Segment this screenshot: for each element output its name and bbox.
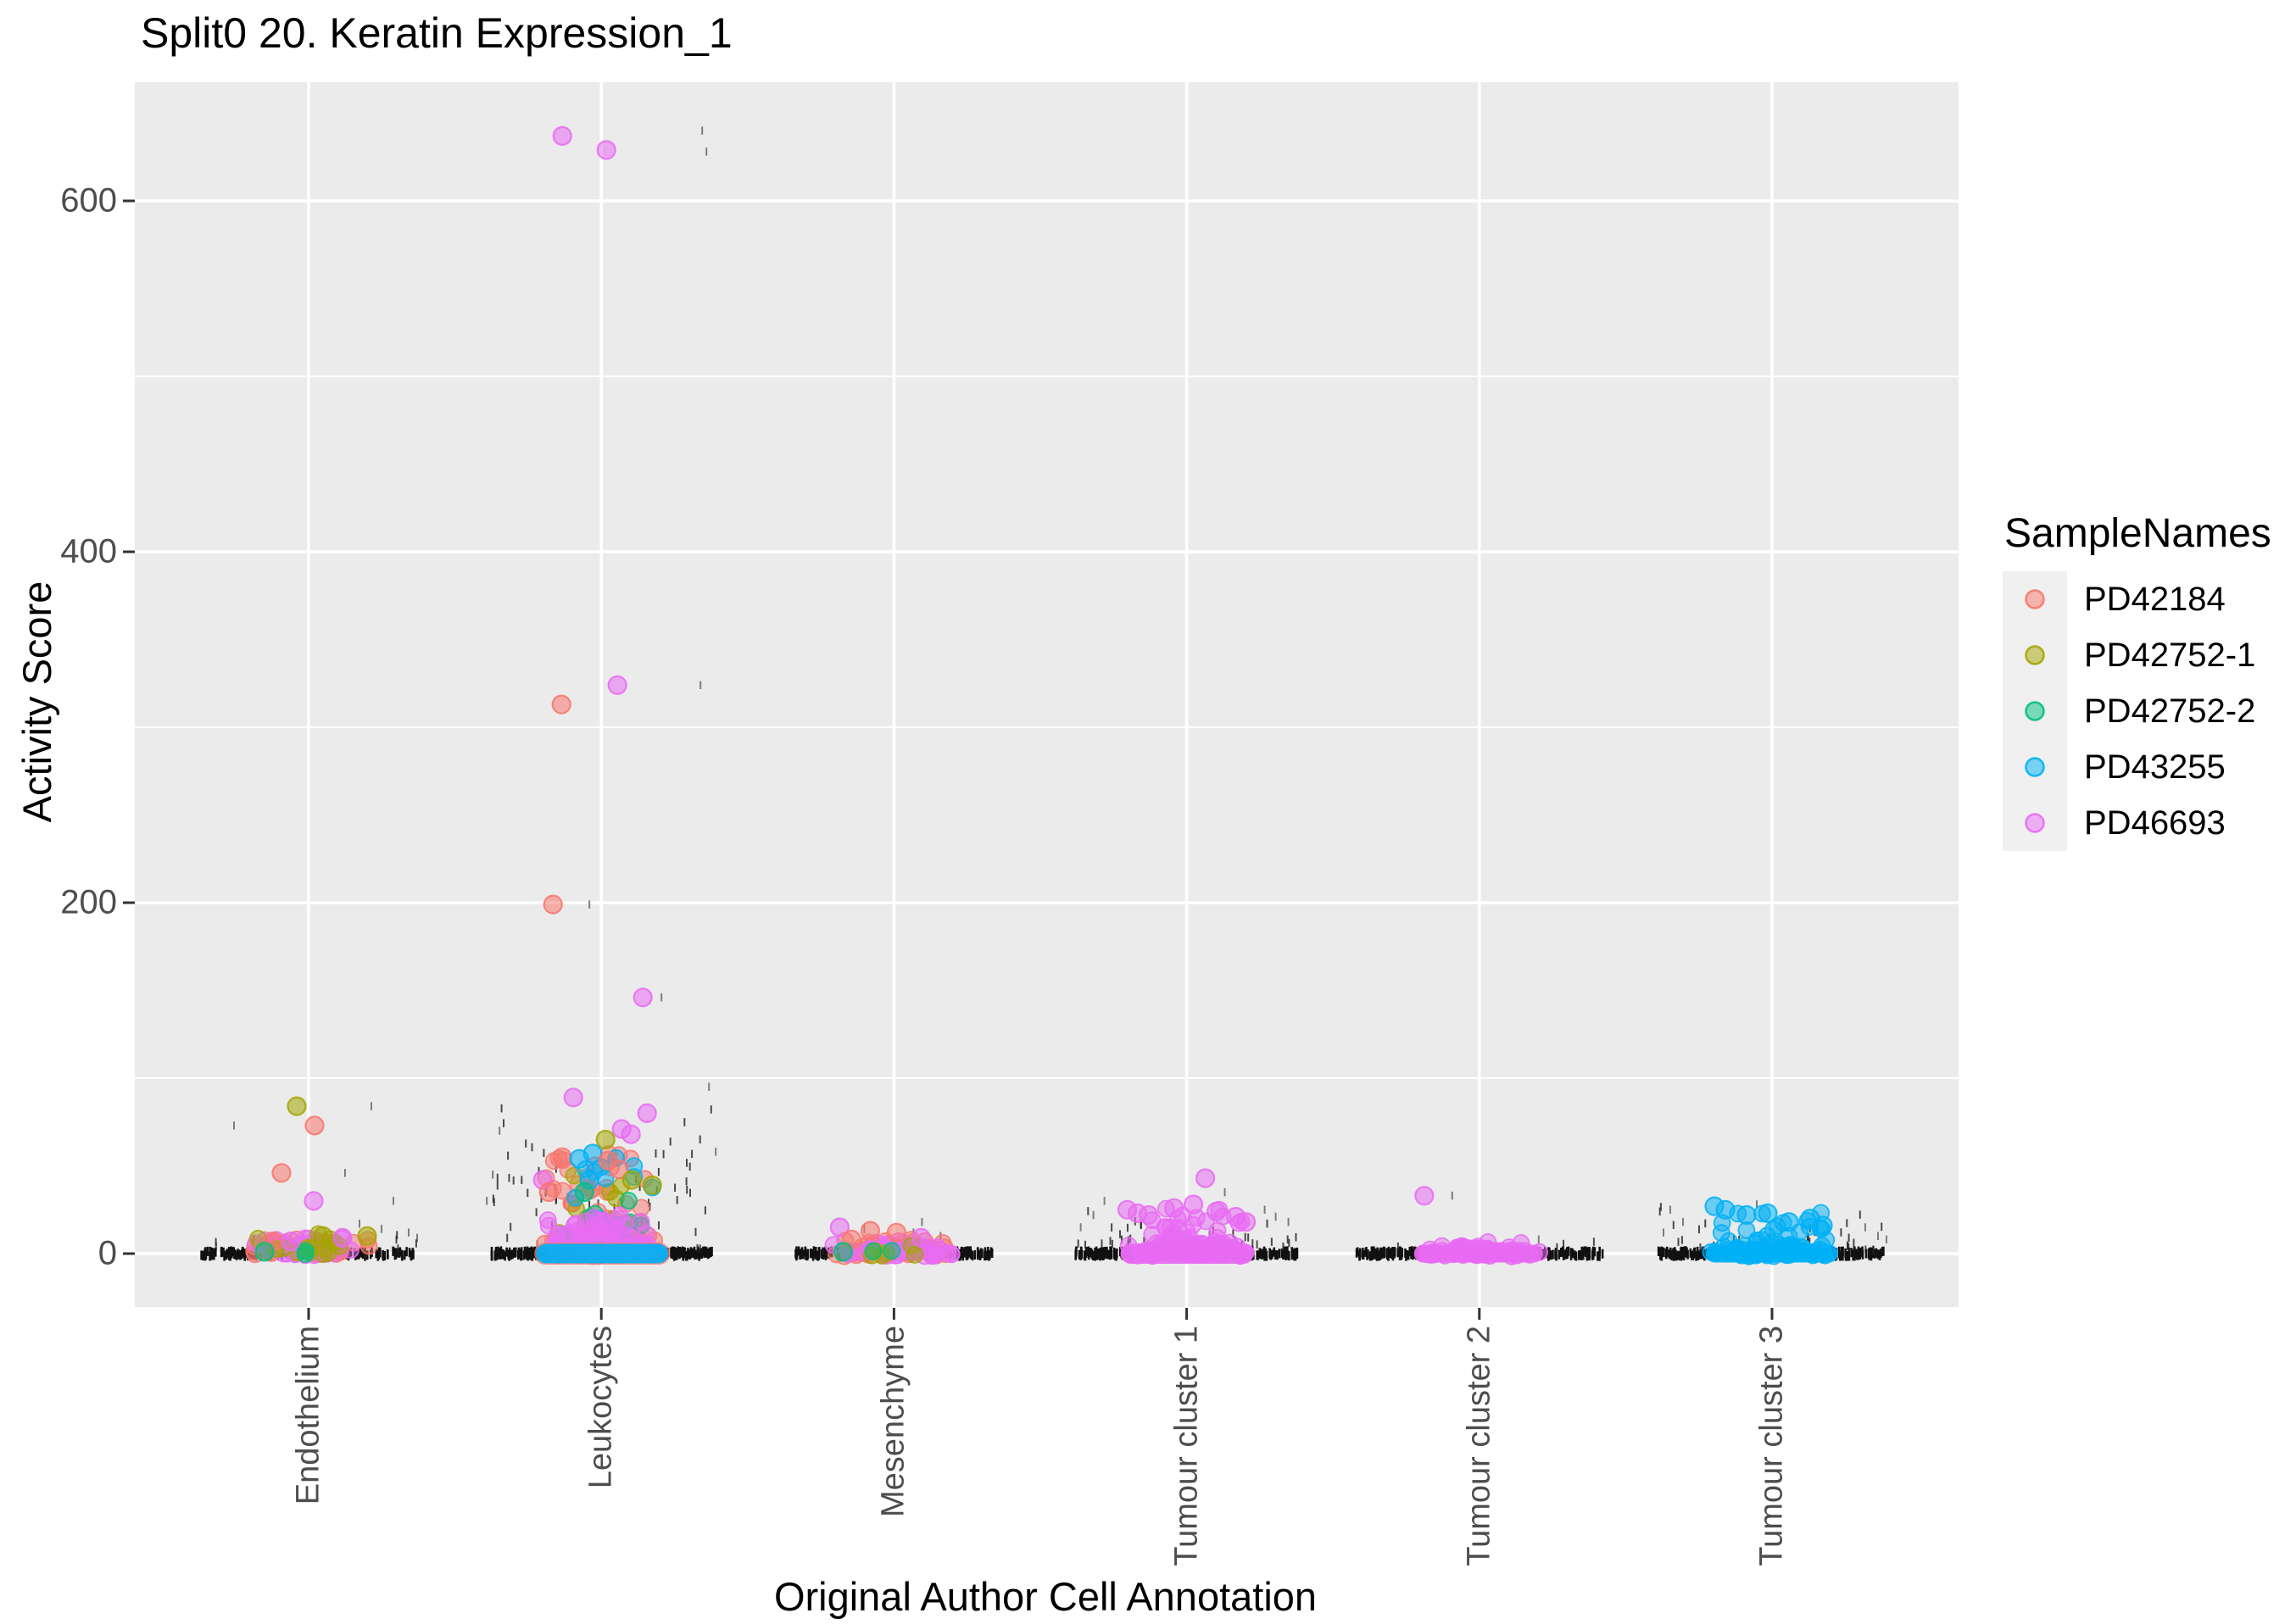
x-category-label: Tumour cluster 2 xyxy=(1461,1326,1497,1566)
x-category-label: Leukocytes xyxy=(582,1326,619,1489)
y-tick-label-0: 0 xyxy=(98,1234,117,1272)
legend-point-icon xyxy=(2016,804,2054,842)
cluster-1 xyxy=(486,125,717,1265)
y-tick-label-600: 600 xyxy=(60,181,117,220)
y-tick-label-200: 200 xyxy=(60,883,117,921)
x-category-label: Endothelium xyxy=(290,1326,326,1505)
cluster-4 xyxy=(1355,1186,1604,1265)
y-axis-title: Activity Score xyxy=(14,581,59,823)
legend-label: PD42752-2 xyxy=(2084,692,2256,730)
cluster-3 xyxy=(1074,1168,1299,1265)
cluster-2 xyxy=(794,1217,994,1265)
x-axis-title: Original Author Cell Annotation xyxy=(773,1574,1318,1619)
legend-point-icon xyxy=(2016,748,2054,786)
legend-point-icon xyxy=(2016,581,2054,618)
legend-label: PD43255 xyxy=(2084,748,2226,786)
legend-label: PD46693 xyxy=(2084,804,2226,842)
y-tick-label-400: 400 xyxy=(60,532,117,570)
legend-point-icon xyxy=(2016,637,2054,674)
legend-label: PD42752-1 xyxy=(2084,637,2256,674)
legend-point-icon xyxy=(2016,692,2054,730)
legend-title: SampleNames xyxy=(2004,511,2271,556)
x-category-label: Tumour cluster 1 xyxy=(1168,1326,1205,1566)
x-category-label: Tumour cluster 3 xyxy=(1753,1326,1790,1566)
chart-title: Split0 20. Keratin Expression_1 xyxy=(141,9,733,57)
x-category-label: Mesenchyme xyxy=(875,1326,911,1517)
cluster-0 xyxy=(200,1096,418,1265)
cluster-5 xyxy=(1657,1196,1887,1265)
legend-label: PD42184 xyxy=(2084,581,2226,618)
